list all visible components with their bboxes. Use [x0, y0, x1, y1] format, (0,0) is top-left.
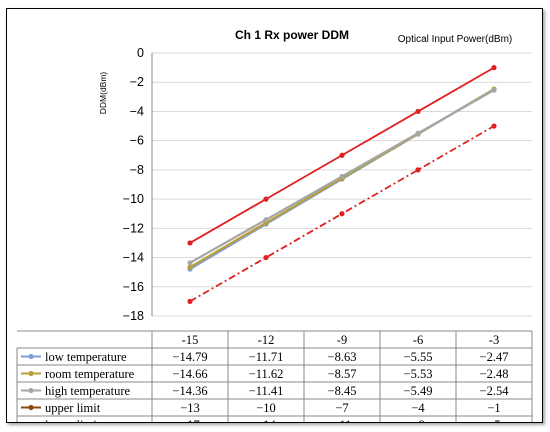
- table-cell: −8.45: [328, 384, 357, 398]
- data-point: [415, 130, 421, 136]
- table-cell: −4: [411, 401, 425, 415]
- data-point: [263, 196, 269, 202]
- y-tick-label: −4: [130, 104, 144, 118]
- y-axis-title: DDM(dBm): [98, 72, 108, 115]
- data-table: -15 -12 -9 -6 -3 low temperature −14.79 −11.71 −…: [16, 330, 533, 422]
- table-cell: −5.53: [404, 367, 433, 381]
- legend-label: upper limit: [45, 401, 101, 415]
- y-tick-label: −12: [123, 221, 144, 235]
- y-tick-label: −18: [123, 309, 144, 323]
- data-point: [415, 167, 421, 173]
- table-cell: −1: [487, 401, 500, 415]
- y-tick-label: −6: [130, 134, 144, 148]
- data-point: [263, 217, 269, 223]
- y-tick-label: −16: [123, 280, 144, 294]
- data-point: [339, 152, 345, 158]
- table-cell: −11.71: [249, 350, 284, 364]
- table-cell: −11.41: [249, 384, 284, 398]
- table-cell: −2.54: [480, 384, 510, 398]
- table-cell: −5.55: [404, 350, 433, 364]
- gridlines: [152, 52, 532, 317]
- table-cell: −2.47: [480, 350, 509, 364]
- legend-key-marker: [28, 404, 34, 411]
- table-cell: −8: [411, 418, 424, 422]
- legend-label: high temperature: [45, 384, 130, 398]
- data-point: [187, 240, 193, 246]
- legend-label: low temperature: [45, 350, 127, 364]
- data-point: [491, 123, 497, 129]
- table-cell: −14.66: [172, 367, 207, 381]
- legend-key-marker: [28, 387, 34, 394]
- table-cell: −8.63: [328, 350, 357, 364]
- table-cell: −17: [180, 418, 200, 422]
- table-cell: −13: [180, 401, 200, 415]
- legend-label: lower limit: [45, 418, 101, 422]
- x-axis-title: Optical Input Power(dBm): [398, 34, 513, 45]
- data-point: [187, 298, 193, 304]
- data-point: [187, 264, 193, 270]
- y-tick-label: −8: [130, 163, 144, 177]
- x-tick-label: -3: [489, 333, 499, 347]
- y-tick-label: −2: [130, 75, 144, 89]
- table-cell: −10: [256, 401, 276, 415]
- data-point: [415, 108, 421, 115]
- table-cell: −5: [487, 418, 500, 422]
- x-tick-label: -12: [258, 333, 275, 347]
- table-cell: −14.79: [172, 350, 207, 364]
- y-tick-label: −10: [123, 192, 144, 206]
- data-point: [263, 254, 269, 261]
- data-point: [491, 65, 497, 71]
- table-cell: −14.36: [172, 384, 207, 398]
- table-cell: −7: [335, 401, 348, 415]
- axes: 0 −2 −4 −6 −8 −10 −12 −14 −16 −18: [123, 46, 153, 323]
- legend-key-marker: [28, 370, 34, 377]
- table-cell: −14: [256, 418, 276, 422]
- table-cell: −2.48: [480, 367, 509, 381]
- table-cell: −8.57: [328, 367, 357, 381]
- table-cell: −5.49: [404, 384, 433, 398]
- data-point: [339, 173, 345, 180]
- data-point: [187, 260, 193, 266]
- chart-frame: Ch 1 Rx power DDM Optical Input Power(dB…: [6, 8, 543, 423]
- table-cell: −11.62: [249, 367, 284, 381]
- y-tick-label: 0: [137, 46, 144, 60]
- data-point: [339, 211, 345, 217]
- x-tick-label: -9: [337, 333, 347, 347]
- series-group: [187, 65, 497, 304]
- y-tick-label: −14: [123, 251, 144, 265]
- line-chart: Ch 1 Rx power DDM Optical Input Power(dB…: [16, 28, 533, 422]
- legend-key-marker: [28, 353, 34, 360]
- table-cell: −11: [332, 418, 351, 422]
- legend-label: room temperature: [45, 367, 135, 381]
- x-tick-label: -6: [413, 333, 423, 347]
- chart-title: Ch 1 Rx power DDM: [235, 28, 349, 42]
- data-point: [491, 87, 497, 93]
- x-tick-label: -15: [182, 333, 199, 347]
